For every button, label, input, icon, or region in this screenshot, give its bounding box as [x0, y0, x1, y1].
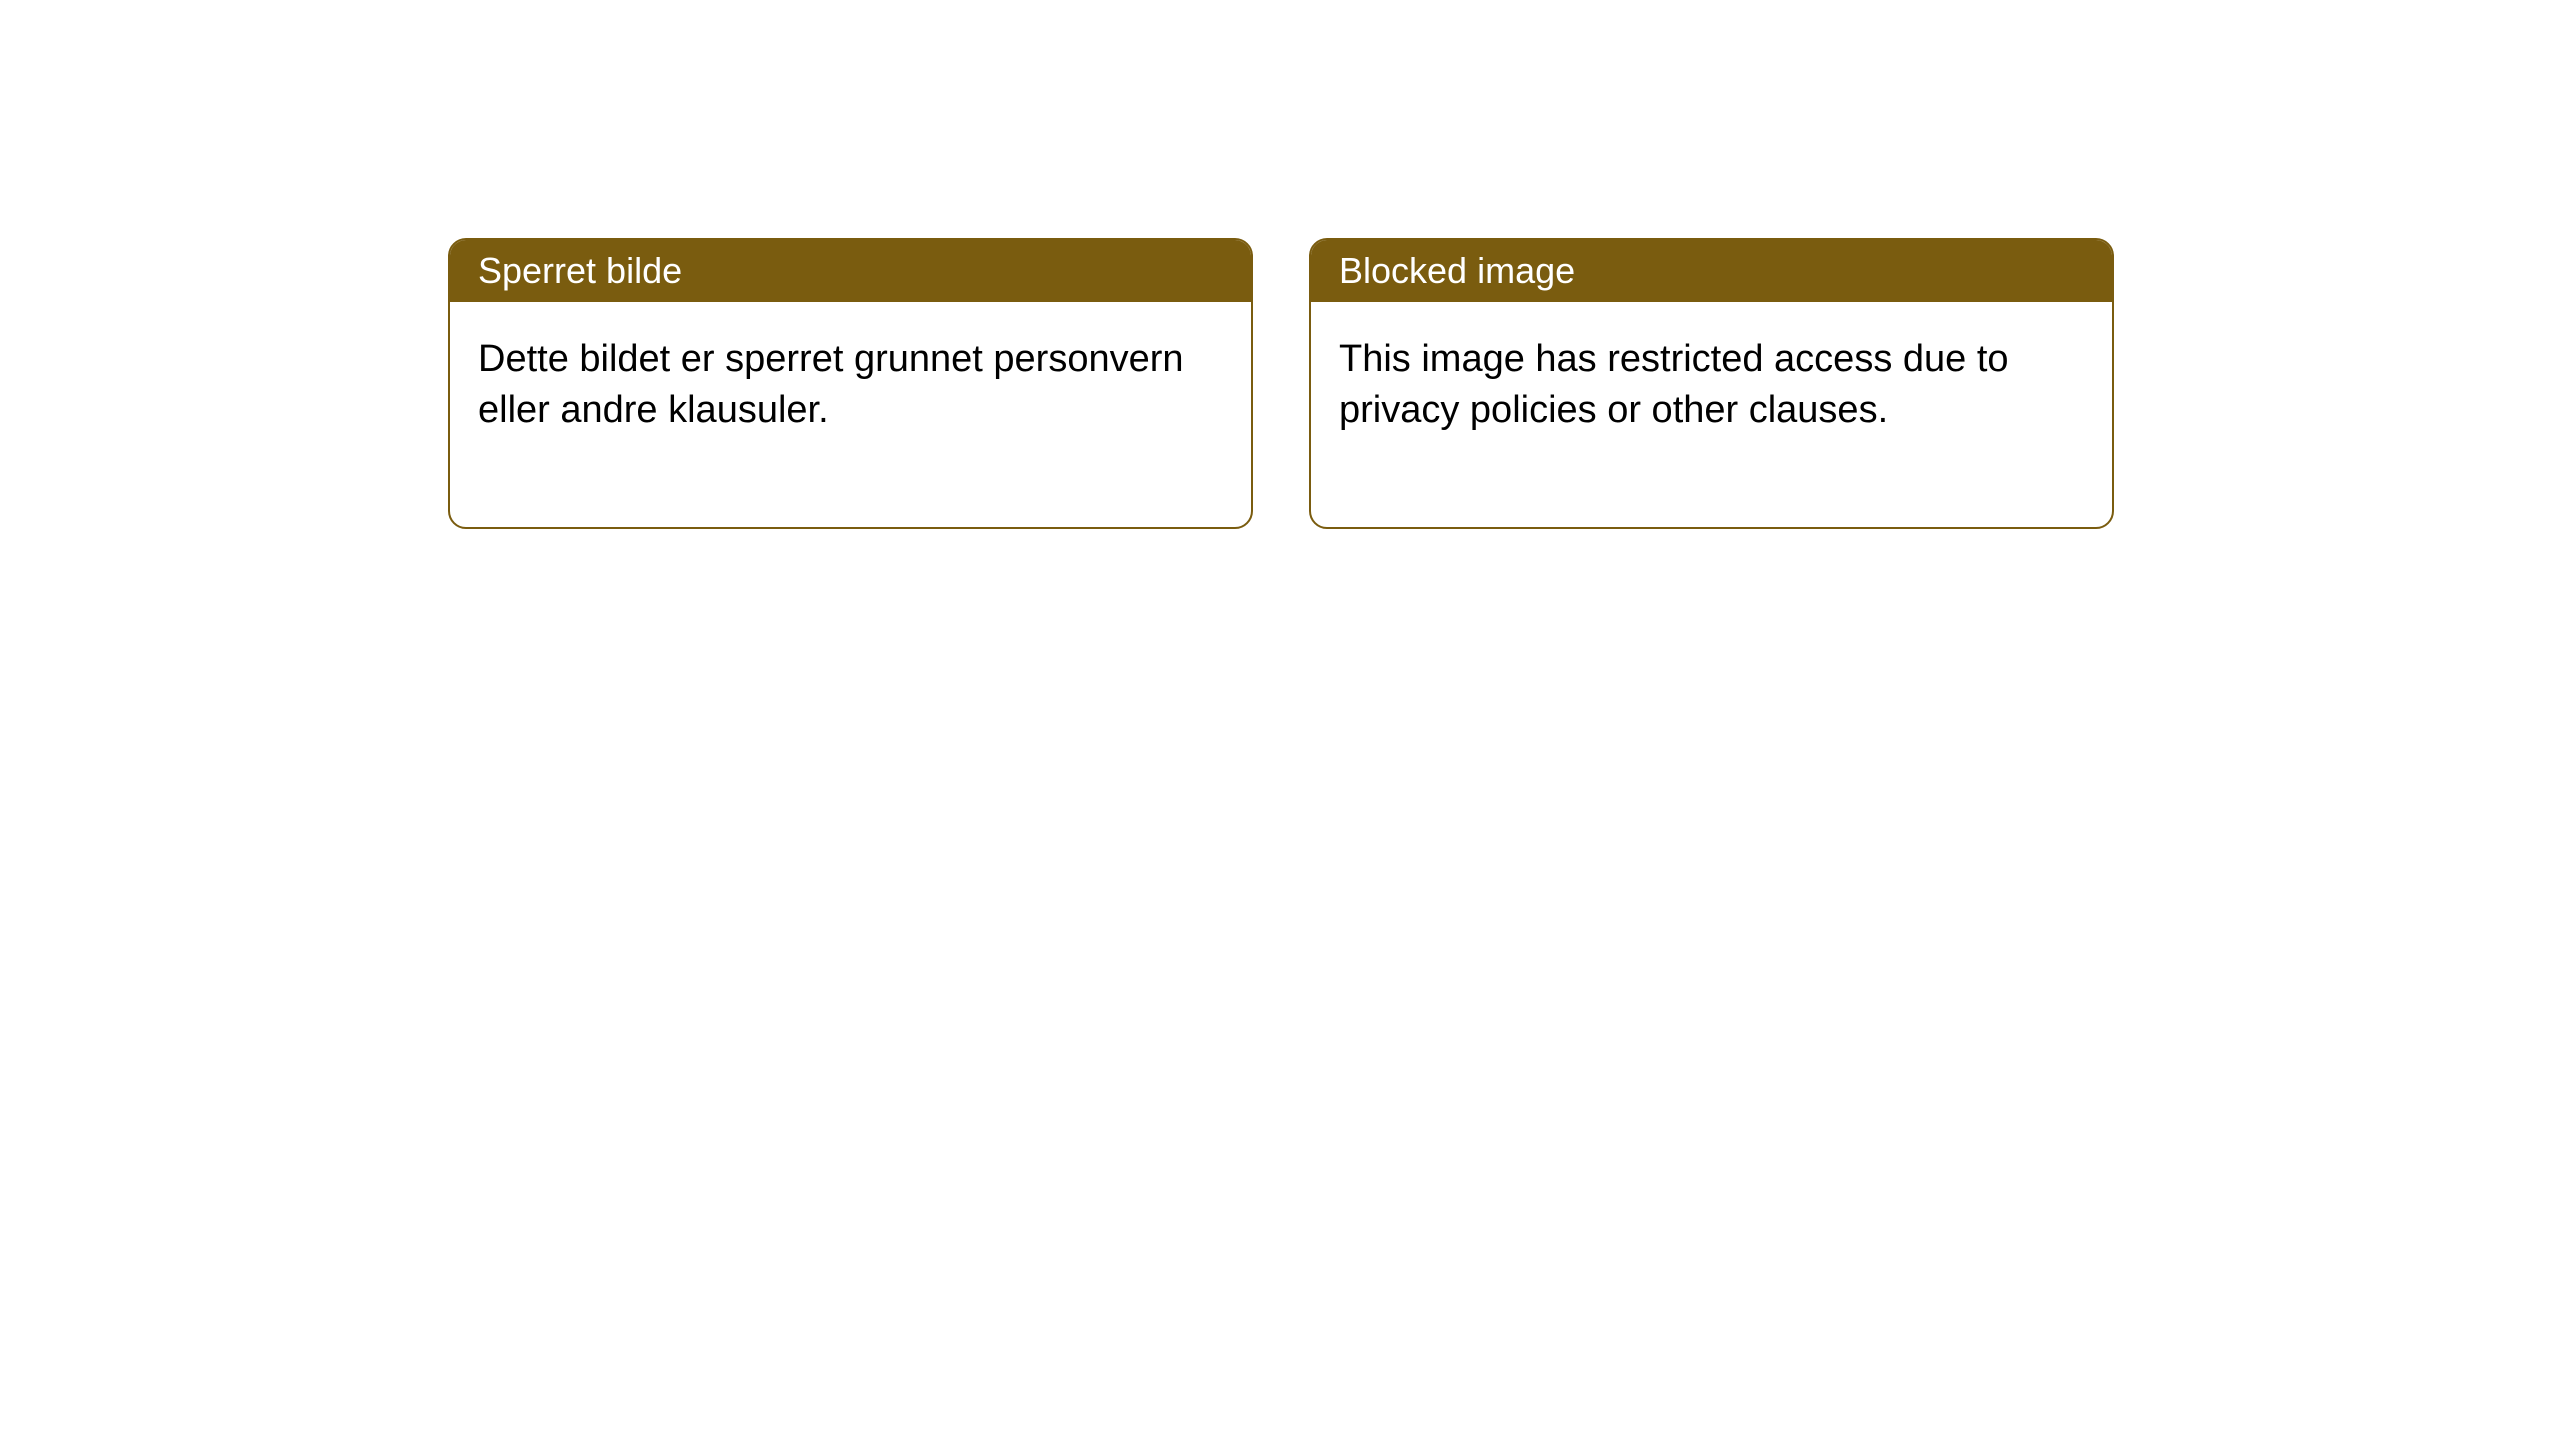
cards-container: Sperret bilde Dette bildet er sperret gr… — [0, 0, 2560, 529]
card-title: Blocked image — [1311, 240, 2112, 302]
blocked-image-card-no: Sperret bilde Dette bildet er sperret gr… — [448, 238, 1253, 529]
blocked-image-card-en: Blocked image This image has restricted … — [1309, 238, 2114, 529]
card-title: Sperret bilde — [450, 240, 1251, 302]
card-body-text: This image has restricted access due to … — [1311, 302, 2112, 527]
card-body-text: Dette bildet er sperret grunnet personve… — [450, 302, 1251, 527]
